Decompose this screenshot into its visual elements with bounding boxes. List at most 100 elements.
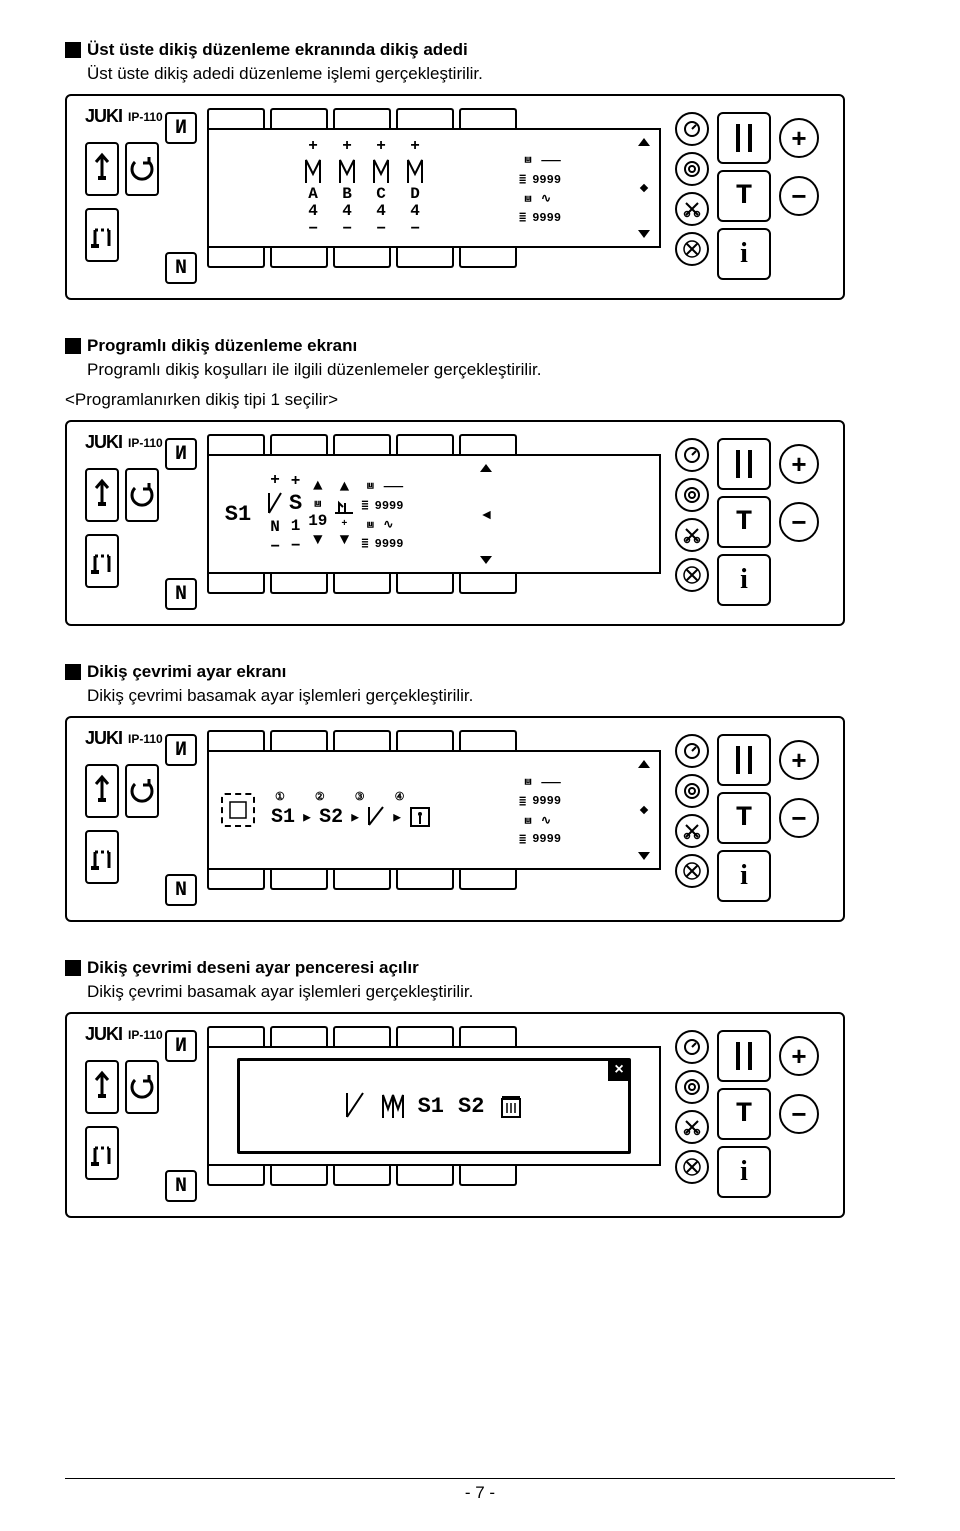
reverse-start-button[interactable]: И (165, 112, 197, 144)
half-stitch-button[interactable] (85, 830, 119, 884)
reverse-end-icon: N (175, 257, 187, 280)
reset-button[interactable] (125, 142, 159, 196)
lcd-display: S1 +N− +S1− ▲⩏19▼ ▲+▼ ⩏⸺ ≣9999 ⩏∿ ≣9999 … (207, 454, 661, 574)
section-3-sub: Dikiş çevrimi basamak ayar işlemleri ger… (87, 686, 895, 706)
reverse-end-button[interactable]: N (165, 1170, 197, 1202)
tab[interactable] (459, 108, 517, 128)
reverse-start-button[interactable]: И (165, 1030, 197, 1062)
teach-button[interactable]: T (717, 496, 771, 548)
close-icon[interactable]: × (608, 1059, 630, 1081)
lcd-display: +A4− +B4− +C4− +D4− ⩏⸺ ≣9999 ⩏∿ ≣9999 (207, 128, 661, 248)
info-button[interactable]: i (717, 1146, 771, 1198)
reverse-start-button[interactable]: И (165, 734, 197, 766)
half-stitch-button[interactable] (85, 1126, 119, 1180)
speed-button[interactable] (675, 112, 709, 146)
tab[interactable] (270, 248, 328, 268)
tab[interactable] (459, 248, 517, 268)
tab-row-top (207, 108, 661, 128)
cancel-trim-button[interactable] (675, 854, 709, 888)
bullet-icon (65, 42, 81, 58)
overlap-icon (380, 1091, 404, 1121)
bobbin-button[interactable] (675, 152, 709, 186)
section-2-sub: Programlı dikiş koşulları ile ilgili düz… (87, 360, 895, 380)
section-2-title: Programlı dikiş düzenleme ekranı (87, 336, 357, 356)
trim-button[interactable] (675, 192, 709, 226)
cancel-trim-button[interactable] (675, 1150, 709, 1184)
reverse-end-button[interactable]: N (165, 874, 197, 906)
speed-icon (682, 119, 702, 139)
reset-button[interactable] (125, 764, 159, 818)
needle-up-button[interactable] (85, 1060, 119, 1114)
bobbin-button[interactable] (675, 1070, 709, 1104)
bobbin-button[interactable] (675, 774, 709, 808)
reverse-start-button[interactable]: И (165, 438, 197, 470)
minus-button[interactable]: − (779, 502, 819, 542)
reverse-end-button[interactable]: N (165, 578, 197, 610)
reverse-start-icon: И (175, 117, 187, 140)
plus-button[interactable]: + (779, 740, 819, 780)
plus-button[interactable]: + (779, 1036, 819, 1076)
lcd-display: ①②③④ S1▸S2▸ ▸ ⩏⸺ ≣9999 ⩏∿ ≣9999 (207, 750, 661, 870)
needle-up-button[interactable] (85, 468, 119, 522)
brand-model: IP-110 (128, 110, 163, 124)
teach-button[interactable]: T (717, 170, 771, 222)
trim-button[interactable] (675, 518, 709, 552)
needle-up-button[interactable] (85, 764, 119, 818)
pattern-button[interactable] (717, 438, 771, 490)
panel-3: JUKIIP-110 И N (65, 716, 895, 922)
cycle-select-icon (221, 793, 255, 827)
teach-button[interactable]: T (717, 792, 771, 844)
pattern-button[interactable] (717, 1030, 771, 1082)
half-stitch-button[interactable] (85, 534, 119, 588)
speed-button[interactable] (675, 1030, 709, 1064)
tab[interactable] (333, 248, 391, 268)
program-number: S1 (225, 502, 251, 527)
info-button[interactable]: i (717, 850, 771, 902)
cancel-trim-button[interactable] (675, 558, 709, 592)
lcd-display: S1 S2 × (207, 1046, 661, 1166)
bobbin-button[interactable] (675, 478, 709, 512)
footer-divider (65, 1478, 895, 1479)
trim-button[interactable] (675, 814, 709, 848)
tab[interactable] (270, 108, 328, 128)
needle-up-icon (87, 152, 117, 186)
cancel-scissors-icon (682, 239, 702, 259)
teach-button[interactable]: T (717, 1088, 771, 1140)
speed-button[interactable] (675, 438, 709, 472)
pattern-button[interactable] (717, 734, 771, 786)
cancel-trim-button[interactable] (675, 232, 709, 266)
tab[interactable] (207, 108, 265, 128)
popup-window: S1 S2 × (237, 1058, 631, 1154)
section-2-heading: Programlı dikiş düzenleme ekranı (65, 336, 895, 356)
plus-button[interactable]: + (779, 118, 819, 158)
needle-up-button[interactable] (85, 142, 119, 196)
minus-button[interactable]: − (779, 798, 819, 838)
info-button[interactable]: i (717, 554, 771, 606)
half-stitch-button[interactable] (85, 208, 119, 262)
brand: JUKI IP-110 (85, 106, 163, 127)
tab[interactable] (396, 248, 454, 268)
info-button[interactable]: i (717, 228, 771, 280)
scissors-icon (682, 199, 702, 219)
bullet-icon (65, 338, 81, 354)
tab[interactable] (333, 108, 391, 128)
reverse-end-button[interactable]: N (165, 252, 197, 284)
tab[interactable] (207, 248, 265, 268)
brand-logo: JUKI (85, 106, 122, 127)
plus-button[interactable]: + (779, 444, 819, 484)
pattern-button[interactable] (717, 112, 771, 164)
brand: JUKI IP-110 (85, 432, 163, 453)
panel-2: JUKI IP-110 И N S1 +N− +S1− (65, 420, 895, 626)
bullet-icon (65, 664, 81, 680)
speed-button[interactable] (675, 734, 709, 768)
plus-icon: + (791, 123, 806, 154)
page-number: - 7 - (0, 1483, 960, 1503)
trim-button[interactable] (675, 1110, 709, 1144)
reset-icon (127, 154, 157, 184)
reset-button[interactable] (125, 468, 159, 522)
minus-button[interactable]: − (779, 176, 819, 216)
minus-button[interactable]: − (779, 1094, 819, 1134)
tab[interactable] (396, 108, 454, 128)
bobbin-icon (682, 159, 702, 179)
reset-button[interactable] (125, 1060, 159, 1114)
